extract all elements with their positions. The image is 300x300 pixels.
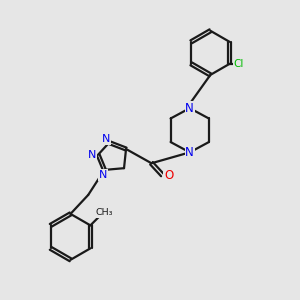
Text: N: N <box>88 150 96 160</box>
Text: N: N <box>185 146 194 159</box>
Text: Cl: Cl <box>234 59 244 69</box>
Text: N: N <box>185 102 194 115</box>
Text: N: N <box>99 170 107 180</box>
Text: O: O <box>164 169 173 182</box>
Text: N: N <box>102 134 110 144</box>
Text: CH₃: CH₃ <box>96 208 113 217</box>
